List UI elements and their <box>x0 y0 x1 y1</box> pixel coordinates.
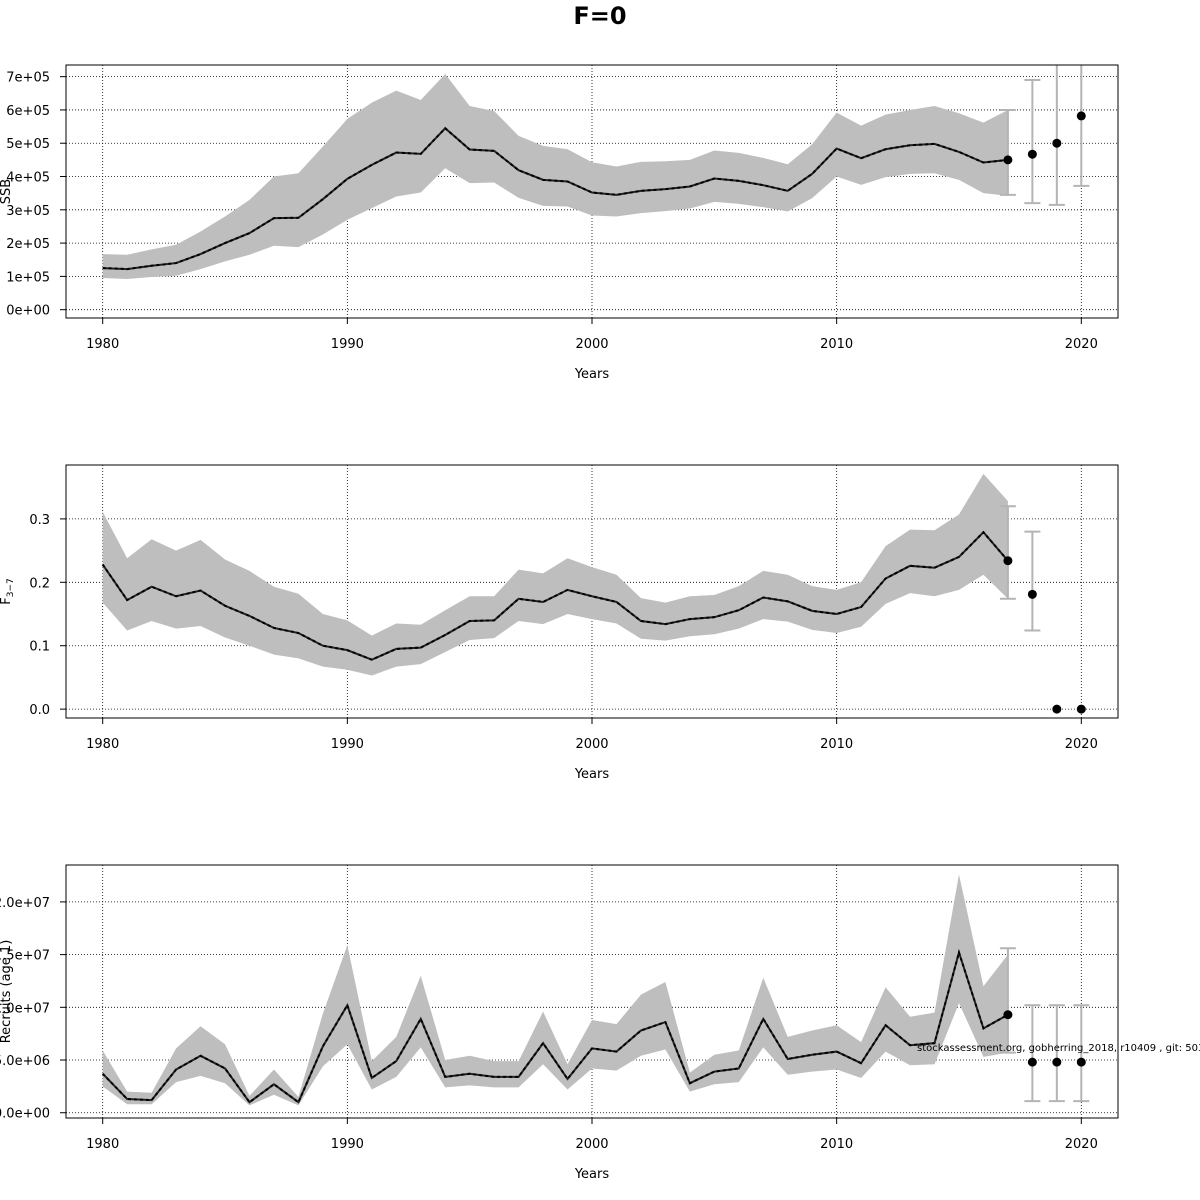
estimate-line <box>101 948 1009 1104</box>
y-tick-label: 0.1 <box>29 640 50 655</box>
x-tick-label: 1990 <box>331 337 364 352</box>
x-tick-label: 1990 <box>331 737 364 752</box>
forecast-point <box>1052 704 1062 714</box>
x-tick-label: 1980 <box>86 737 119 752</box>
forecast-point <box>1076 704 1086 714</box>
x-axis-label: Years <box>574 767 610 782</box>
y-tick-label: 5e+05 <box>6 137 50 152</box>
y-tick-label: 4e+05 <box>6 171 50 186</box>
y-tick-label: 1e+05 <box>6 270 50 285</box>
forecast-point <box>1027 1057 1037 1067</box>
x-tick-label: 2010 <box>820 737 853 752</box>
x-tick-label: 1980 <box>86 1137 119 1152</box>
panels: 1980 1990 2000 2010 2020 0e+00 1e+05 2e+05 3e+05… <box>0 64 1200 1182</box>
y-tick-label: 0e+00 <box>6 304 50 319</box>
confidence-band <box>102 473 1008 676</box>
y-tick-label: 5.0e+06 <box>0 1054 50 1069</box>
y-tick-label: 1.5e+07 <box>0 949 50 964</box>
forecast-point <box>1076 1057 1086 1067</box>
y-axis-label: SSB <box>0 179 14 204</box>
x-tick-label: 1990 <box>331 1137 364 1152</box>
x-axis-label: Years <box>574 1167 610 1182</box>
x-tick-label: 2020 <box>1065 337 1098 352</box>
figure-title: F=0 <box>573 2 626 30</box>
x-tick-label: 2010 <box>820 337 853 352</box>
x-tick-label: 2000 <box>575 337 608 352</box>
forecast-point <box>1003 155 1013 165</box>
estimate-line <box>102 126 1009 271</box>
x-tick-label: 2010 <box>820 1137 853 1152</box>
y-tick-label: 0.0 <box>29 703 50 718</box>
forecast-point <box>1027 149 1037 159</box>
x-tick-label: 2000 <box>575 737 608 752</box>
forecast-point <box>1027 589 1037 599</box>
y-tick-label: 0.2 <box>29 576 50 591</box>
x-tick-label: 1980 <box>86 337 119 352</box>
x-tick-label: 2020 <box>1065 737 1098 752</box>
y-tick-label: 3e+05 <box>6 204 50 219</box>
y-tick-label: 1.0e+07 <box>0 1001 50 1016</box>
panel-3: 1980 1990 2000 2010 2020 0.0e+00 5.0e+06 1.0e+0… <box>0 864 1200 1182</box>
forecast-point <box>1052 1057 1062 1067</box>
confidence-band <box>102 73 1008 280</box>
y-tick-label: 0.3 <box>29 513 50 528</box>
forecast-point <box>1076 111 1086 121</box>
y-tick-label: 0.0e+00 <box>0 1107 50 1122</box>
footer-annotation: stockassessment.org, gobherring_2018, r1… <box>917 1043 1200 1054</box>
y-tick-label: 6e+05 <box>6 104 50 119</box>
x-tick-label: 2000 <box>575 1137 608 1152</box>
y-axis-label: Recruits (age 1) <box>0 940 14 1044</box>
x-axis-label: Years <box>574 367 610 382</box>
y-axis-label: F3−7 <box>0 578 16 604</box>
forecast-point <box>1052 138 1062 148</box>
panel-1: 1980 1990 2000 2010 2020 0e+00 1e+05 2e+05 3e+05… <box>0 64 1119 382</box>
y-tick-label: 2e+05 <box>6 237 50 252</box>
y-tick-label: 7e+05 <box>6 71 50 86</box>
panel-2: 1980 1990 2000 2010 2020 0.0 0.1 0.2 0.3 Years F3−… <box>0 464 1119 782</box>
x-tick-label: 2020 <box>1065 1137 1098 1152</box>
y-axis-label-subscript: 3−7 <box>6 578 16 597</box>
forecast-point <box>1003 1010 1013 1020</box>
estimate-line <box>101 530 1009 661</box>
y-tick-label: 2.0e+07 <box>0 896 50 911</box>
forecast-point <box>1003 556 1013 566</box>
confidence-band <box>102 874 1008 1106</box>
